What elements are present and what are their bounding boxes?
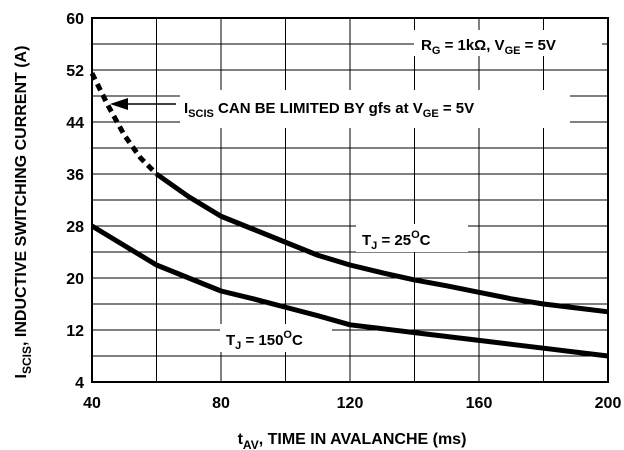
tick-labels: 40 80 120 160 200 4 12 20 28 36 44 52 60 <box>66 11 621 412</box>
y-tick-label: 20 <box>66 271 84 288</box>
x-tick-label: 160 <box>466 395 493 412</box>
label-25c-bg <box>356 224 468 252</box>
y-tick-label: 4 <box>75 375 84 392</box>
y-tick-label: 28 <box>66 219 84 236</box>
conditions-label: RG = 1kΩ, VGE = 5V <box>421 37 556 57</box>
curves <box>89 72 609 359</box>
grid <box>91 17 609 383</box>
limit-note: ISCIS CAN BE LIMITED BY gfs at VGE = 5V <box>184 100 474 120</box>
y-tick-label: 60 <box>66 11 84 28</box>
label-150c-bg <box>220 324 332 352</box>
plot-frame <box>91 17 609 383</box>
series-line-25C <box>155 171 609 315</box>
y-tick-label: 52 <box>66 63 84 80</box>
x-tick-label: 120 <box>337 395 364 412</box>
y-tick-label: 12 <box>66 323 84 340</box>
series-line-25C-dashed <box>89 72 159 176</box>
y-axis-title: ISCIS, INDUCTIVE SWITCHING CURRENT (A) <box>13 46 34 379</box>
limit-note-bg <box>180 90 570 128</box>
y-tick-label: 44 <box>66 115 84 132</box>
y-tick-label: 36 <box>66 167 84 184</box>
conditions-label-bg <box>414 30 602 56</box>
series-label-25c: TJ = 25OC <box>362 229 431 252</box>
x-tick-label: 80 <box>212 395 230 412</box>
series-line-150C <box>90 223 609 359</box>
x-tick-label: 40 <box>83 395 101 412</box>
x-tick-label: 200 <box>595 395 622 412</box>
limit-note-arrowhead <box>110 98 128 110</box>
x-axis-title: tAV, TIME IN AVALANCHE (ms) <box>238 431 467 450</box>
series-label-150c: TJ = 150OC <box>226 329 303 352</box>
